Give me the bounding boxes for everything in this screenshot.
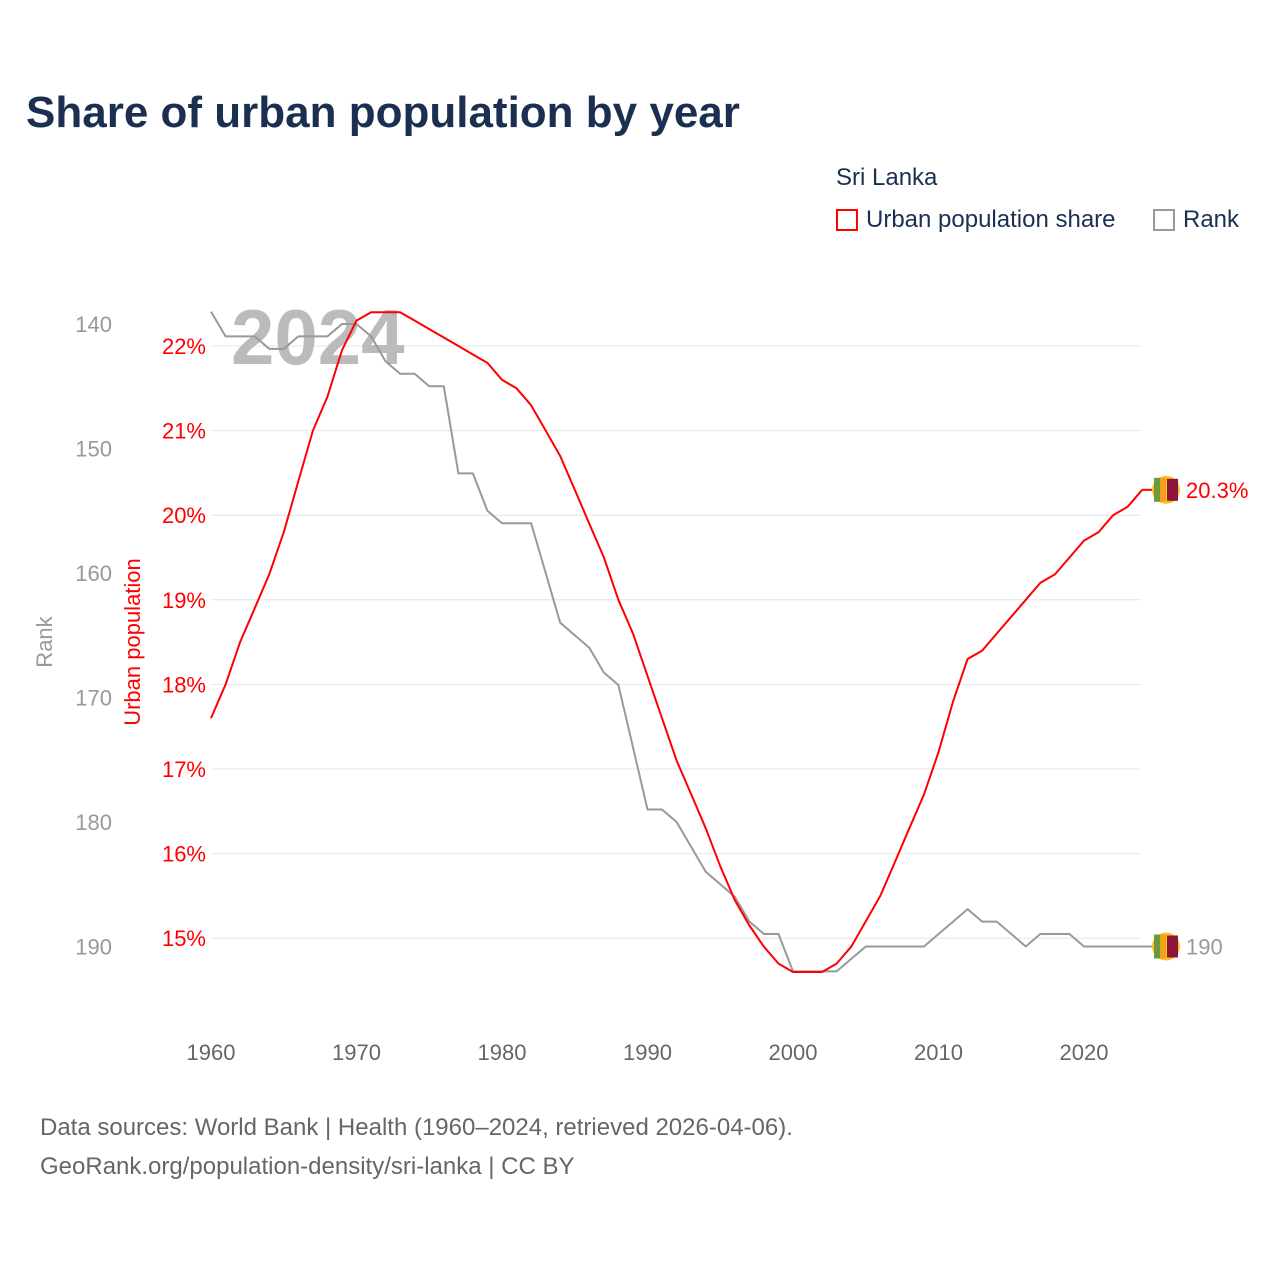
legend-swatch-rank bbox=[1153, 209, 1175, 231]
footer-link[interactable]: GeoRank.org/population-density/sri-lanka… bbox=[40, 1153, 575, 1180]
end-label-rank: 190 bbox=[1186, 935, 1223, 960]
legend-swatch-urban bbox=[836, 209, 858, 231]
series-line-urban bbox=[210, 311, 1143, 973]
legend-title: Sri Lanka bbox=[836, 164, 938, 191]
sri-lanka-flag-icon bbox=[1152, 475, 1180, 504]
x-tick-label: 1960 bbox=[187, 1040, 236, 1065]
rank-tick-label: 150 bbox=[75, 437, 112, 462]
left-tick-label: 22% bbox=[162, 334, 206, 359]
x-tick-label: 2020 bbox=[1060, 1040, 1109, 1065]
rank-tick-label: 170 bbox=[75, 686, 112, 711]
legend-item-urban[interactable]: Urban population share bbox=[836, 206, 1116, 234]
x-tick-label: 2010 bbox=[914, 1040, 963, 1065]
x-tick-label: 1990 bbox=[623, 1040, 672, 1065]
legend-label-rank: Rank bbox=[1183, 206, 1240, 233]
series-line-rank bbox=[210, 311, 1143, 973]
rank-tick-label: 140 bbox=[75, 312, 112, 337]
legend-item-rank[interactable]: Rank bbox=[1153, 206, 1239, 234]
rank-tick-label: 160 bbox=[75, 561, 112, 586]
left-tick-label: 18% bbox=[162, 672, 206, 697]
left-tick-label: 17% bbox=[162, 757, 206, 782]
end-label-urban: 20.3% bbox=[1186, 478, 1248, 503]
left-tick-label: 21% bbox=[162, 419, 206, 444]
rank-tick-label: 190 bbox=[75, 935, 112, 960]
x-tick-label: 1980 bbox=[478, 1040, 527, 1065]
legend-label-urban: Urban population share bbox=[866, 206, 1116, 233]
x-tick-label: 1970 bbox=[332, 1040, 381, 1065]
rank-tick-label: 180 bbox=[75, 810, 112, 835]
footer-sources: Data sources: World Bank | Health (1960–… bbox=[40, 1114, 793, 1141]
sri-lanka-flag-icon bbox=[1152, 932, 1180, 961]
left-tick-label: 16% bbox=[162, 842, 206, 867]
left-tick-label: 15% bbox=[162, 926, 206, 951]
x-tick-label: 2000 bbox=[769, 1040, 818, 1065]
footer: Data sources: World Bank | Health (1960–… bbox=[40, 1108, 793, 1186]
urban-axis-label: Urban population bbox=[120, 558, 145, 726]
rank-axis-label: Rank bbox=[32, 615, 57, 667]
left-tick-label: 19% bbox=[162, 588, 206, 613]
left-tick-label: 20% bbox=[162, 503, 206, 528]
chart-title: Share of urban population by year bbox=[26, 88, 740, 137]
